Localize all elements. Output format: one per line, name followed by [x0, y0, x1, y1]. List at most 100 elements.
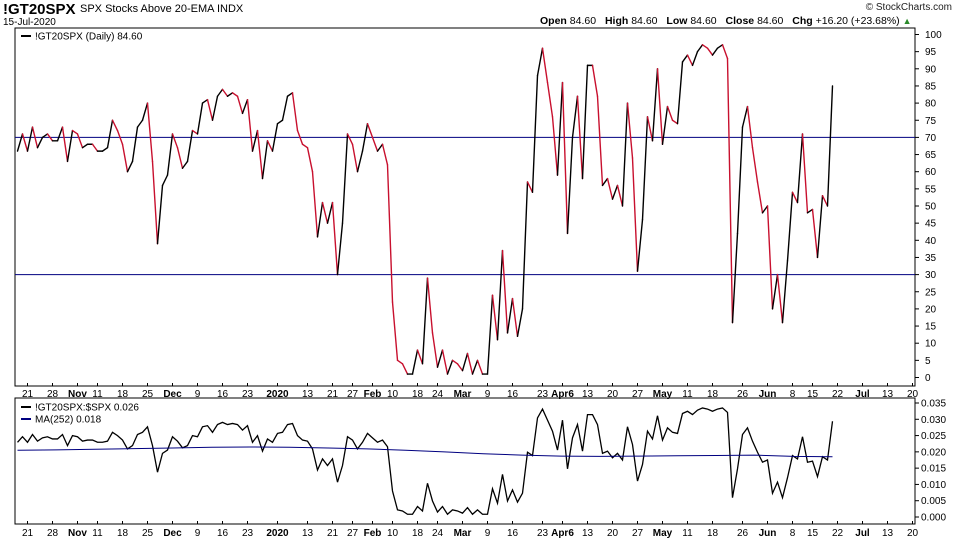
- ohlc-stats: Open 84.60 High 84.60 Low 84.60 Close 84…: [540, 15, 912, 27]
- x-tick-label: 8: [790, 528, 796, 539]
- x-tick-label: 26: [737, 528, 749, 539]
- x-tick-label: 26: [737, 389, 749, 400]
- series-segment: [36, 136, 44, 149]
- series-segment: [546, 81, 554, 118]
- series-segment: [761, 205, 769, 214]
- y-tick-label: 30: [925, 270, 937, 281]
- y-tick-label: 65: [925, 150, 937, 161]
- series-segment: [311, 170, 319, 238]
- x-tick-label: Nov: [68, 389, 87, 400]
- series-segment: [526, 181, 534, 193]
- x-tick-label: 20: [907, 389, 919, 400]
- x-tick-label: 11: [92, 389, 103, 400]
- series-segment: [266, 140, 274, 152]
- x-tick-label: 9: [485, 389, 491, 400]
- series-segment: [291, 92, 299, 132]
- series-segment: [91, 143, 99, 152]
- x-tick-label: 15: [807, 528, 819, 539]
- series-segment: [196, 102, 204, 135]
- main-panel: 0 5 10 15 20 25 30 35 40 45 50 55 60 65 70 75 80 85 90 95 10…: [14, 27, 942, 400]
- x-tick-label: 8: [790, 389, 796, 400]
- y-tick-label: 80: [925, 99, 937, 110]
- series-segment: [741, 105, 749, 128]
- x-tick-label: 10: [387, 389, 399, 400]
- chg-value: +16.20 (+23.68%): [815, 15, 900, 27]
- y-tick-label: 5: [925, 356, 931, 367]
- series-segment: [221, 88, 229, 97]
- x-tick-label: 11: [682, 389, 693, 400]
- series-segment: [41, 133, 49, 139]
- series-segment: [516, 308, 524, 338]
- series-segment: [236, 95, 244, 115]
- series-segment: [46, 133, 54, 142]
- series-segment: [251, 129, 259, 152]
- x-tick-label: 11: [682, 528, 693, 539]
- x-tick-label: Mar: [454, 389, 472, 400]
- series-segment: [726, 57, 734, 324]
- y-tick-label: 40: [925, 236, 937, 247]
- ratio-panel: 0.000 0.005 0.010 0.015 0.020 0.025 0.030 0.035…: [14, 397, 946, 539]
- copyright: © StockCharts.com: [865, 2, 952, 13]
- ma-line: [17, 446, 833, 458]
- x-tick-label: 25: [142, 528, 154, 539]
- series-segment: [496, 249, 504, 341]
- series-segment: [776, 273, 784, 324]
- series-segment: [651, 68, 659, 142]
- series-segment: [461, 352, 469, 372]
- x-tick-label: 18: [117, 389, 129, 400]
- x-tick-label: 21: [327, 528, 339, 539]
- series-segment: [366, 122, 374, 139]
- open-label: Open: [540, 15, 567, 27]
- x-tick-label: 16: [507, 528, 519, 539]
- series-segment: [706, 47, 714, 56]
- series-segment: [641, 116, 649, 221]
- series-segment: [426, 277, 434, 334]
- series-segment: [681, 54, 689, 63]
- ratio-legend: !GT20SPX:$SPX 0.026: [35, 403, 139, 414]
- series-segment: [116, 129, 124, 145]
- series-segment: [56, 126, 64, 142]
- x-tick-label: Feb: [364, 389, 382, 400]
- x-tick-label: 13: [882, 389, 894, 400]
- y-tick-label: 10: [925, 339, 937, 350]
- y-tick-label: 0.005: [921, 496, 946, 507]
- series-segment: [636, 219, 644, 272]
- series-segment: [821, 195, 829, 207]
- x-tick-label: 20: [607, 389, 619, 400]
- series-segment: [521, 181, 529, 310]
- y-tick-label: 50: [925, 202, 937, 213]
- x-tick-label: 24: [432, 389, 444, 400]
- series-segment: [646, 116, 654, 142]
- series-segment: [791, 191, 799, 204]
- series-segment: [511, 297, 519, 338]
- y-tick-label: 25: [925, 287, 937, 298]
- series-segment: [301, 143, 309, 149]
- x-tick-label: 24: [432, 528, 444, 539]
- series-segment: [281, 95, 289, 121]
- series-segment: [306, 146, 314, 173]
- series-segment: [626, 102, 634, 159]
- series-segment: [216, 88, 224, 97]
- y-tick-label: 90: [925, 64, 937, 75]
- series-segment: [486, 294, 494, 375]
- x-tick-label: Nov: [68, 528, 87, 539]
- series-segment: [676, 61, 684, 125]
- series-segment: [186, 129, 194, 163]
- y-tick-label: 45: [925, 219, 937, 230]
- series-segment: [446, 359, 454, 375]
- x-tick-label: May: [653, 389, 673, 400]
- x-tick-label: 21: [327, 389, 339, 400]
- x-tick-label: Feb: [364, 528, 382, 539]
- x-tick-label: 27: [632, 389, 644, 400]
- x-tick-label: 23: [242, 389, 254, 400]
- main-panel-frame: [14, 27, 916, 387]
- low-label: Low: [666, 15, 688, 27]
- series-segment: [666, 105, 674, 121]
- series-segment: [731, 232, 739, 324]
- x-tick-label: 18: [117, 528, 129, 539]
- series-segment: [106, 119, 114, 149]
- series-segment: [551, 116, 559, 176]
- x-tick-label: 9: [195, 389, 201, 400]
- series-segment: [276, 119, 284, 125]
- series-segment: [491, 294, 499, 341]
